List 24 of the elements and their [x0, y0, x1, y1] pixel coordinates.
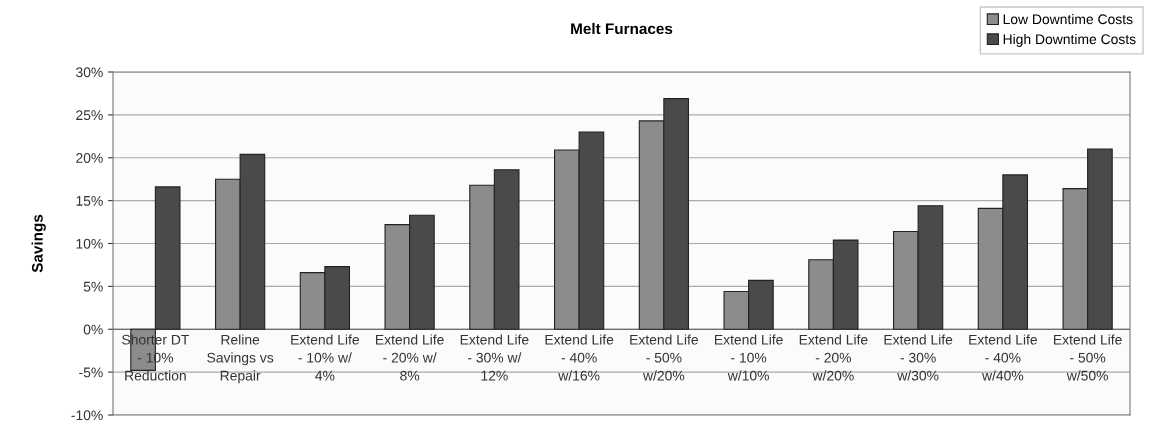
- y-axis-title: Savings: [31, 214, 46, 273]
- y-tick-label: 5%: [83, 281, 103, 292]
- y-tick-label: 0%: [83, 324, 103, 335]
- x-tick-label: Extend Life - 10% w/10%: [715, 334, 783, 381]
- y-tick-label: 10%: [76, 238, 103, 249]
- y-tick-label: -5%: [79, 367, 103, 378]
- x-tick-label: Extend Life - 10% w/ 4%: [291, 334, 360, 381]
- x-tick-label: Extend Life - 40% w/16%: [545, 334, 614, 381]
- x-tick-label: Extend Life - 40% w/40%: [969, 334, 1038, 381]
- x-tick-label: Extend Life - 50% w/50%: [1054, 334, 1122, 381]
- y-tick-label: 30%: [76, 67, 103, 78]
- legend-label: High Downtime Costs: [1003, 33, 1136, 47]
- y-tick-label: -10%: [71, 410, 103, 421]
- y-tick-label: 15%: [76, 196, 103, 206]
- x-tick-label: Extend Life - 50% w/20%: [630, 334, 699, 381]
- x-tick-label: Extend Life - 30% w/ 12%: [460, 334, 529, 381]
- x-tick-label: Extend Life - 20% w/20%: [799, 334, 868, 381]
- y-tick-label: 20%: [76, 153, 103, 163]
- y-tick-label: 25%: [76, 110, 103, 121]
- chart-title: Melt Furnaces: [571, 22, 673, 35]
- x-tick-label: Extend Life - 20% w/ 8%: [376, 334, 444, 381]
- x-tick-label: Reline Savings vs Repair: [207, 334, 274, 384]
- x-tick-label: Extend Life - 30% w/30%: [884, 334, 953, 381]
- legend-label: Low Downtime Costs: [1003, 13, 1133, 25]
